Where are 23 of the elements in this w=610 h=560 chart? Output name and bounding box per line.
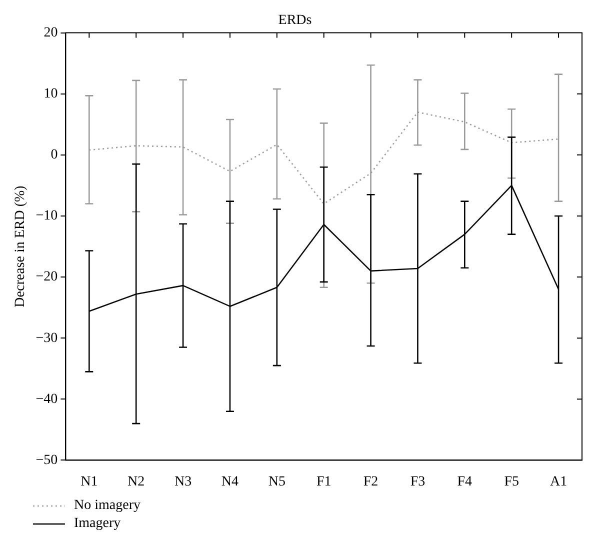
x-tick-label: N1 <box>80 474 98 490</box>
x-tick-label: A1 <box>550 474 568 490</box>
y-tick-label: −10 <box>36 208 58 224</box>
x-tick-label: F5 <box>504 474 519 490</box>
x-tick-label: N5 <box>268 474 286 490</box>
y-tick-label: −50 <box>36 452 58 468</box>
x-tick-label: N3 <box>174 474 192 490</box>
x-tick-label: F3 <box>410 474 426 490</box>
legend-label: Imagery <box>74 516 121 532</box>
y-tick-label: −40 <box>36 392 58 407</box>
x-tick-label: F4 <box>457 474 472 490</box>
x-tick-label: N2 <box>128 474 145 490</box>
y-axis-title: Decrease in ERD (%) <box>13 185 28 308</box>
y-tick-label: −30 <box>36 330 58 346</box>
legend-label: No imagery <box>74 498 140 514</box>
chart-title: ERDs <box>278 13 312 28</box>
x-tick-label: F2 <box>363 474 378 490</box>
y-tick-label: −20 <box>36 270 58 285</box>
y-tick-label: 20 <box>44 25 58 40</box>
y-tick-label: 10 <box>44 86 58 102</box>
x-tick-label: F1 <box>316 474 332 490</box>
x-tick-label: N4 <box>221 474 239 490</box>
y-tick-label: 0 <box>50 148 58 163</box>
